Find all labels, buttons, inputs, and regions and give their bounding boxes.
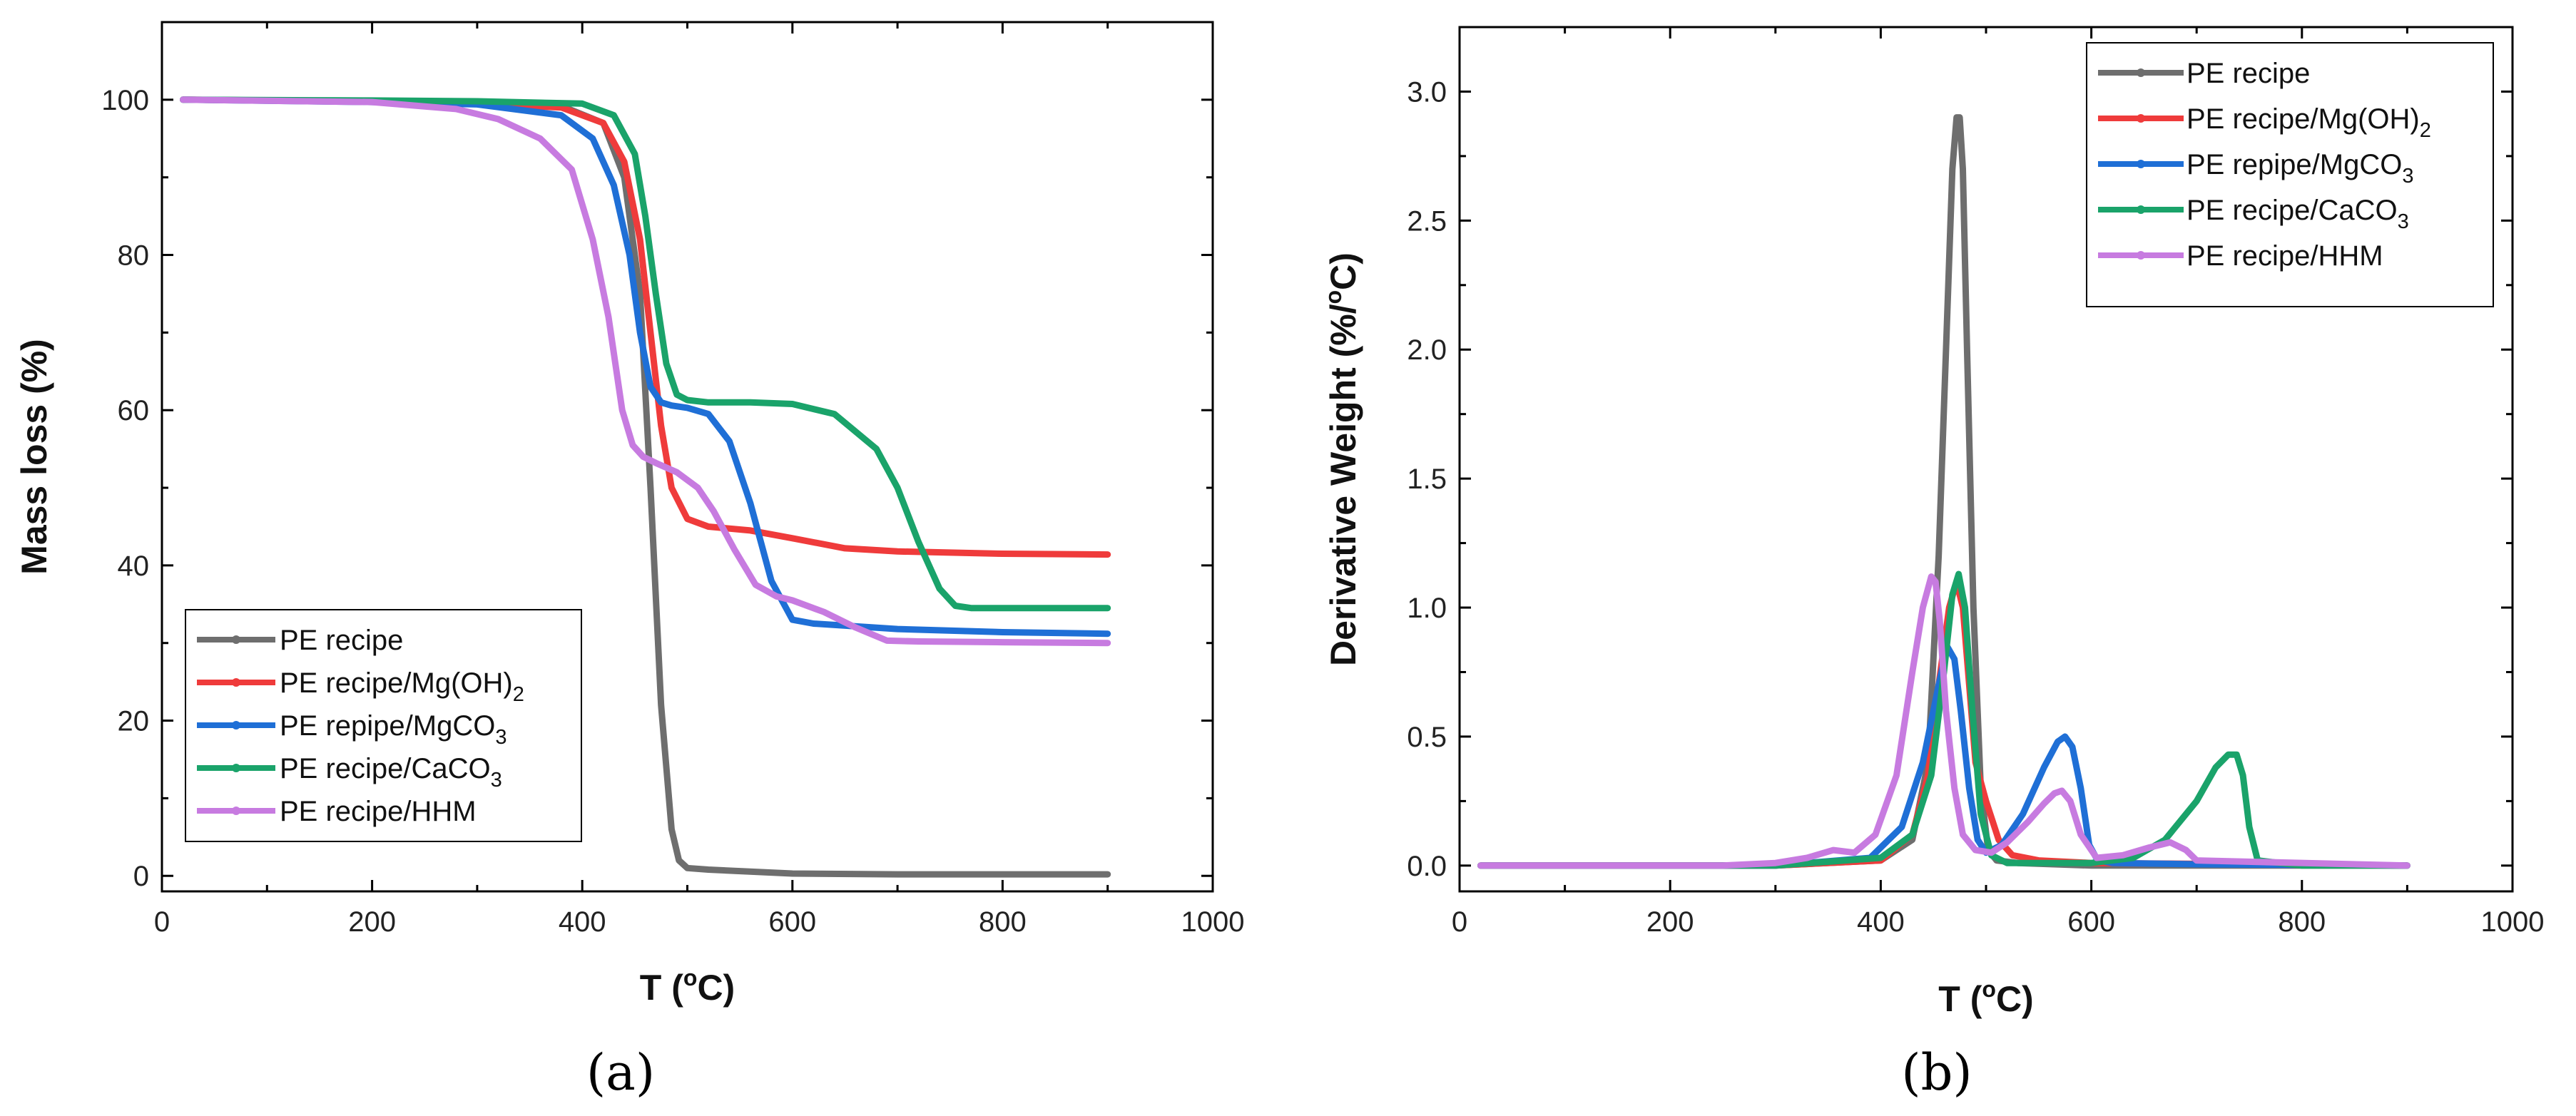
panel-b-y-axis-title: Derivative Weight (%/oC) [1320, 252, 1363, 666]
panel-a-legend-label-mgoh2: PE recipe/Mg(OH)2 [280, 667, 524, 706]
panel-b-legend-marker-pe [2137, 68, 2145, 77]
panel-a-series-caco3 [180, 96, 1111, 612]
panel-b-xtick-label: 600 [2067, 906, 2115, 938]
panel-b-xtick-label: 1000 [2481, 906, 2545, 938]
panel-a-x-axis-title: T (oC) [640, 965, 735, 1008]
panel-a-series [180, 96, 1111, 878]
panel-b-ytick-label: 2.5 [1407, 205, 1447, 237]
panel-b-plot-frame [1458, 26, 2514, 893]
panel-a-legend: PE recipe PE recipe/Mg(OH)2 PE repipe/MgCO… [185, 609, 582, 842]
panel-b-legend-label-mgoh2: PE recipe/Mg(OH)2 [2186, 103, 2431, 142]
panel-a-xtick-label: 0 [154, 906, 170, 938]
panel-a-ytick-label: 80 [118, 240, 150, 272]
panel-b-legend-label-mgco3: PE repipe/MgCO3 [2186, 149, 2413, 188]
panel-b-legend-label-caco3: PE recipe/CaCO3 [2186, 195, 2409, 233]
panel-b-series [1477, 114, 2410, 869]
panel-a-xtick-label: 200 [348, 906, 396, 938]
panel-b-legend: PE recipe PE recipe/Mg(OH)2 PE repipe/MgCO… [2086, 42, 2494, 307]
panel-a-legend-label-pe: PE recipe [280, 625, 403, 656]
panel-a-ytick-label: 0 [133, 861, 149, 892]
panel-b-ytick-label: 0.0 [1407, 851, 1447, 882]
panel-a-series-mgco3 [180, 96, 1111, 638]
panel-label-b: (b) [1901, 1043, 1972, 1102]
panel-b-xtick-label: 800 [2278, 906, 2326, 938]
panel-a-ytick-label: 40 [118, 551, 150, 582]
panel-b-xtick-label: 0 [1452, 906, 1467, 938]
panel-a-legend-label-caco3: PE recipe/CaCO3 [280, 753, 502, 792]
panel-a-legend-label-hhm: PE recipe/HHM [280, 796, 477, 827]
panel-b-xtick-label: 200 [1646, 906, 1694, 938]
panel-b-legend-label-hhm: PE recipe/HHM [2186, 240, 2383, 272]
panel-b-x-axis-title: T (oC) [1938, 976, 2033, 1019]
panel-a-y-axis-title: Mass loss (%) [14, 339, 54, 575]
panel-b-ticks: 0 200 400 600 800 1000 0.0 0.5 1.0 1.5 2.0 2.5 3.0 [1407, 27, 2544, 938]
panel-a-plot-frame [161, 21, 1214, 893]
panel-b-ytick-label: 1.0 [1407, 593, 1447, 624]
panel-b-legend-marker-hhm [2137, 251, 2145, 260]
panel-a-legend-marker-hhm [232, 807, 240, 815]
panel-a-series-mgoh2 [180, 96, 1111, 558]
panel-a-xtick-label: 400 [559, 906, 606, 938]
panel-a-legend-label-mgco3: PE repipe/MgCO3 [280, 710, 506, 749]
panel-b-ytick-label: 1.5 [1407, 464, 1447, 495]
panel-b-ytick-label: 2.0 [1407, 334, 1447, 366]
panel-b-legend-marker-mgoh2 [2137, 114, 2145, 123]
panel-b-series-hhm [1477, 573, 2410, 869]
panel-a-ytick-label: 20 [118, 706, 150, 737]
panel-b-legend-marker-mgco3 [2137, 160, 2145, 168]
panel-b-xtick-label: 400 [1857, 906, 1905, 938]
panel-a-ytick-label: 60 [118, 395, 150, 426]
panel-a-xtick-label: 600 [768, 906, 816, 938]
panel-b-series-caco3 [1477, 570, 2410, 869]
panel-b-axis-titles: T (oC) Derivative Weight (%/oC) [1320, 252, 2034, 1019]
panel-label-a: (a) [586, 1043, 655, 1102]
panel-b-ytick-label: 0.5 [1407, 722, 1447, 753]
panel-b-legend-box [2086, 42, 2494, 307]
panel-a-legend-marker-caco3 [232, 764, 240, 772]
panel-a-legend-marker-pe [232, 635, 240, 644]
panel-a-series-hhm [180, 96, 1111, 647]
panel-a-xtick-label: 800 [979, 906, 1027, 938]
panel-b-ytick-label: 3.0 [1407, 76, 1447, 108]
panel-a-ytick-label: 100 [101, 85, 149, 116]
panel-b-legend-marker-caco3 [2137, 205, 2145, 214]
panel-b-dtg-chart: 0 200 400 600 800 1000 0.0 0.5 1.0 1.5 2.0 2.5 3.0 P… [1320, 26, 2544, 1019]
panel-a-legend-marker-mgoh2 [232, 678, 240, 687]
panel-a-axis-titles: T (oC) Mass loss (%) [14, 339, 735, 1008]
panel-b-legend-label-pe: PE recipe [2186, 58, 2310, 89]
panel-a-legend-marker-mgco3 [232, 721, 240, 730]
panel-a-xtick-label: 1000 [1181, 906, 1245, 938]
panel-a-ticks: 0 200 400 600 800 1000 0 20 40 60 80 100 [101, 22, 1244, 938]
